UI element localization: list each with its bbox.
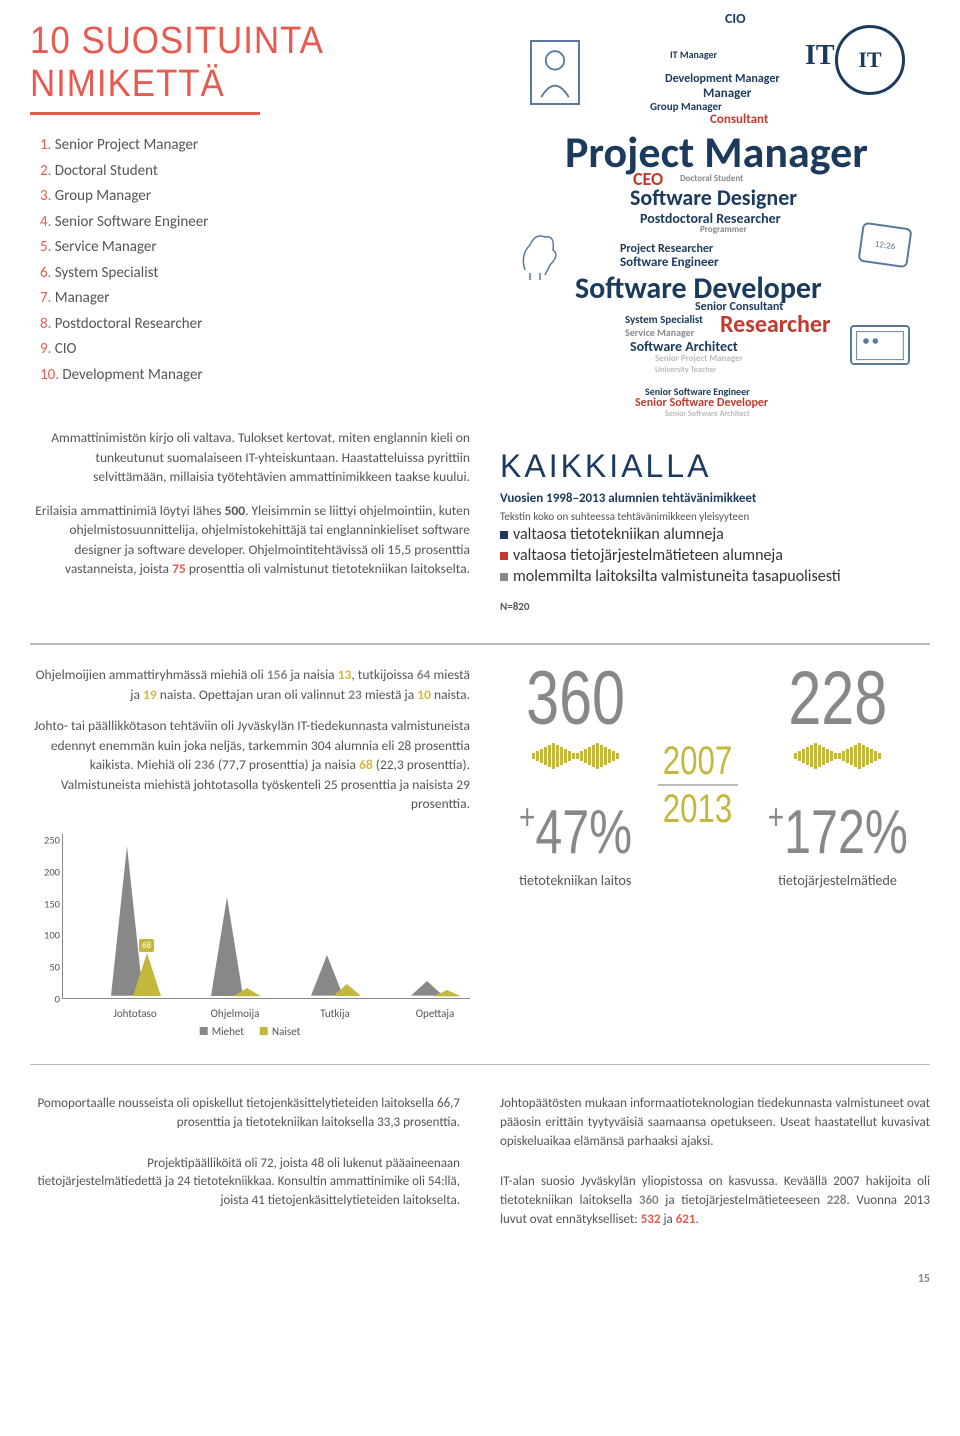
kaikkialla-title: KAIKKIALLA bbox=[500, 448, 930, 485]
para-1: Ammattinimistön kirjo oli valtava. Tulok… bbox=[30, 428, 470, 487]
bottom-r2: IT-alan suosio Jyväskylän yliopistossa o… bbox=[500, 1173, 930, 1230]
headline-underline bbox=[30, 112, 260, 115]
list-item: 3. Group Manager bbox=[40, 184, 470, 210]
wordcloud-term: Project Manager bbox=[565, 125, 868, 179]
mid-para-1: Ohjelmoijien ammattiryhmässä miehiä oli … bbox=[30, 665, 470, 704]
wordcloud-term: CIO bbox=[725, 10, 746, 27]
x-tick: Tutkija bbox=[320, 1007, 350, 1020]
chart-legend-item: Miehet bbox=[200, 1025, 244, 1038]
device-illustration bbox=[850, 325, 910, 365]
bottom-l2: Projektipäälliköitä oli 72, joista 48 ol… bbox=[30, 1155, 460, 1212]
bottom-r1: Johtopäätösten mukaan informaatioteknolo… bbox=[500, 1095, 930, 1152]
list-item: 10. Development Manager bbox=[40, 363, 470, 389]
wordcloud-term: Project Researcher bbox=[620, 242, 713, 256]
wordcloud-term: Software Designer bbox=[630, 184, 797, 211]
list-item: 5. Service Manager bbox=[40, 235, 470, 261]
wordcloud-term: IT Manager bbox=[670, 48, 717, 61]
para-2: Erilaisia ammattinimiä löytyi lähes 500.… bbox=[30, 501, 470, 579]
wing-right bbox=[748, 743, 928, 769]
stat-right-num: 228 bbox=[767, 665, 907, 733]
wordcloud-term: Manager bbox=[703, 86, 751, 101]
bottom-l1: Pomoportaalle nousseista oli opiskellut … bbox=[30, 1095, 460, 1133]
y-tick: 200 bbox=[30, 866, 60, 879]
wordcloud: IT 12:26 CIOIT ManagerITDevelopment Mana… bbox=[525, 10, 905, 440]
n-label: N=820 bbox=[500, 600, 930, 613]
legend-item: valtaosa tietojärjestelmätieteen alumnej… bbox=[500, 546, 930, 565]
university-badge: IT bbox=[835, 25, 905, 95]
stat-left-num: 360 bbox=[519, 665, 632, 733]
divider-2 bbox=[30, 1064, 930, 1065]
wordcloud-term: Senior Project Manager bbox=[655, 353, 743, 364]
stat-left-pct: +47% bbox=[519, 799, 632, 864]
list-item: 1. Senior Project Manager bbox=[40, 133, 470, 159]
wordcloud-term: System Specialist bbox=[625, 313, 703, 326]
x-tick: Opettaja bbox=[416, 1007, 455, 1020]
wordcloud-term: Programmer bbox=[700, 224, 747, 235]
stat-left: 360 +47% tietotekniikan laitos bbox=[503, 665, 648, 889]
legend-item: valtaosa tietotekniikan alumneja bbox=[500, 525, 930, 544]
wordcloud-term: University Teacher bbox=[655, 365, 716, 375]
y-tick: 0 bbox=[30, 992, 60, 1005]
legend-intro: Tekstin koko on suhteessa tehtävänimikke… bbox=[500, 510, 930, 523]
stat-right-pct: +172% bbox=[767, 799, 907, 864]
bar-chart: 68 050100150200250 JohtotasoOhjelmoijaTu… bbox=[30, 834, 470, 1034]
mid-para-2: Johto- tai päällikkötason tehtäviin oli … bbox=[30, 716, 470, 814]
divider-1 bbox=[30, 643, 930, 645]
wordcloud-term: Researcher bbox=[720, 310, 830, 339]
title-list: 1. Senior Project Manager2. Doctoral Stu… bbox=[40, 133, 470, 388]
stat-right: 228 +172% tietojärjestelmätiede bbox=[748, 665, 928, 889]
list-item: 7. Manager bbox=[40, 286, 470, 312]
portrait-frame bbox=[530, 40, 580, 105]
chart-legend: Miehet Naiset bbox=[200, 1025, 301, 1038]
chart-legend-item: Naiset bbox=[260, 1025, 300, 1038]
list-item: 9. CIO bbox=[40, 337, 470, 363]
wordcloud-term: Doctoral Student bbox=[680, 173, 743, 184]
wordcloud-term: Development Manager bbox=[665, 72, 780, 86]
page-number: 15 bbox=[30, 1272, 930, 1286]
clock-illustration: 12:26 bbox=[857, 222, 912, 269]
headline: 10 SUOSITUINTA NIMIKETTÄ bbox=[30, 20, 435, 106]
y-tick: 50 bbox=[30, 961, 60, 974]
y-tick: 100 bbox=[30, 929, 60, 942]
list-item: 4. Senior Software Engineer bbox=[40, 210, 470, 236]
subtitle: Vuosien 1998–2013 alumnien tehtävänimikk… bbox=[500, 491, 930, 506]
y-tick: 150 bbox=[30, 897, 60, 910]
legend-item: molemmilta laitoksilta valmistuneita tas… bbox=[500, 567, 930, 586]
rooster-illustration bbox=[515, 225, 565, 280]
y-tick: 250 bbox=[30, 834, 60, 847]
list-item: 2. Doctoral Student bbox=[40, 159, 470, 185]
wordcloud-term: Senior Software Developer bbox=[635, 396, 768, 410]
stat-years: 2007 2013 bbox=[653, 665, 742, 889]
stat-left-label: tietotekniikan laitos bbox=[503, 872, 648, 889]
x-tick: Johtotaso bbox=[113, 1007, 156, 1020]
stat-right-label: tietojärjestelmätiede bbox=[748, 872, 928, 889]
list-item: 8. Postdoctoral Researcher bbox=[40, 312, 470, 338]
wing-left bbox=[503, 743, 648, 769]
wordcloud-term: Software Engineer bbox=[620, 255, 719, 270]
list-item: 6. System Specialist bbox=[40, 261, 470, 287]
wordcloud-term: IT bbox=[805, 40, 835, 72]
wordcloud-term: Senior Software Architect bbox=[665, 409, 750, 419]
x-tick: Ohjelmoija bbox=[211, 1007, 260, 1020]
